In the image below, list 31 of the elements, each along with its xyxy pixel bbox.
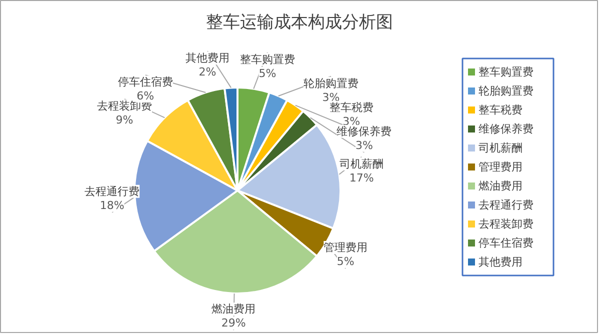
slice-label: 司机薪酬	[340, 157, 384, 170]
data-label: 5%	[258, 66, 276, 80]
slice-label: 维修保养费	[336, 124, 392, 138]
legend-label: 管理费用	[478, 160, 522, 174]
slice-label: 去程通行费	[84, 184, 140, 198]
data-label: 6%	[136, 90, 154, 103]
legend-label: 去程通行费	[478, 198, 534, 212]
data-label: 9%	[116, 114, 134, 127]
slice-label: 整车税费	[329, 100, 374, 114]
slice-label: 停车住宿费	[118, 76, 173, 89]
legend-label: 燃油费用	[478, 180, 522, 192]
legend-label: 维修保养费	[478, 122, 534, 136]
slice-label: 轮胎购置费	[304, 76, 359, 90]
legend-label: 整车购置费	[478, 66, 534, 78]
data-label: 2%	[198, 66, 216, 79]
data-label: 5%	[336, 254, 354, 268]
data-label: 3%	[355, 138, 373, 152]
slice-label: 整车购置费	[240, 52, 295, 66]
data-label: 29%	[221, 316, 246, 330]
legend-label: 司机薪酬	[478, 142, 522, 154]
chart-title: 整车运输成本构成分析图	[206, 12, 393, 32]
legend-label: 整车税费	[478, 104, 522, 116]
legend-label: 轮胎购置费	[478, 84, 534, 98]
slice-label: 燃油费用	[212, 302, 256, 316]
legend-label: 去程装卸费	[478, 218, 534, 230]
slice-label: 管理费用	[324, 240, 368, 254]
data-label: 18%	[100, 198, 124, 212]
legend-label: 停车住宿费	[478, 236, 534, 250]
slice-label: 其他费用	[186, 52, 230, 65]
legend-label: 其他费用	[478, 256, 522, 268]
data-label: 17%	[349, 171, 374, 184]
